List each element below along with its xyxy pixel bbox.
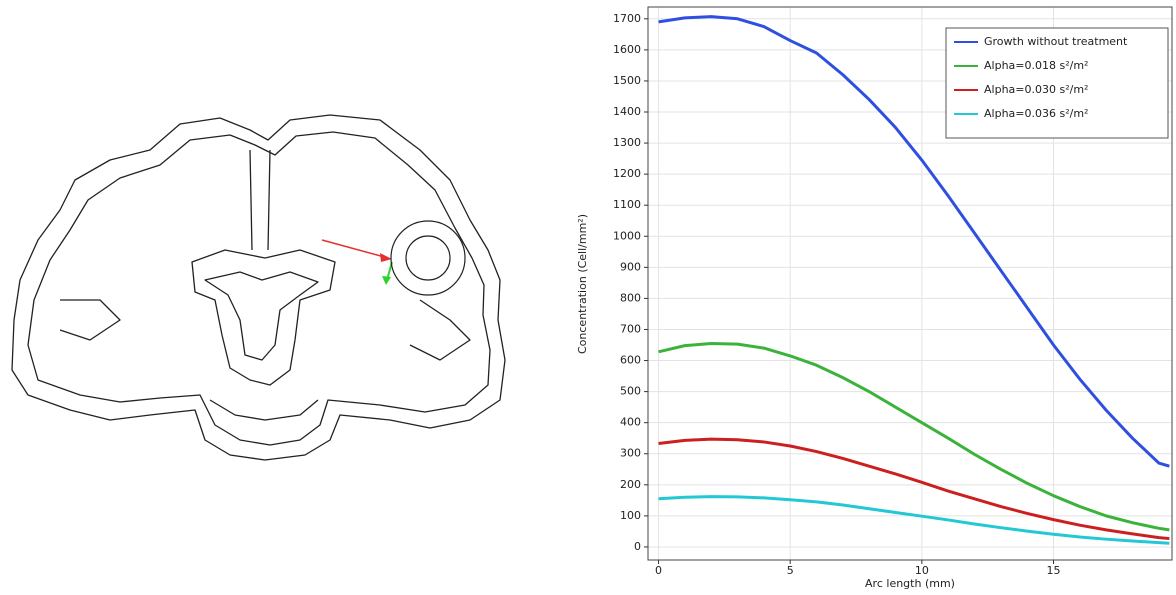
y-axis-label: Concentration (Cell/mm²) xyxy=(576,214,589,354)
y-tick-label: 1400 xyxy=(613,105,641,118)
y-tick-label: 500 xyxy=(620,385,641,398)
x-tick-label: 5 xyxy=(787,564,794,577)
legend-label: Alpha=0.018 s²/m² xyxy=(984,59,1088,72)
legend-label: Growth without treatment xyxy=(984,35,1128,48)
outer-circle xyxy=(390,220,466,296)
line-series xyxy=(658,341,1170,532)
y-tick-label: 1100 xyxy=(613,198,641,211)
plot-frame xyxy=(647,6,1173,561)
y-tick-label: 600 xyxy=(620,354,641,367)
x-axis-label: Arc length (mm) xyxy=(865,577,955,590)
y-tick-label: 900 xyxy=(620,260,641,273)
line-series xyxy=(658,437,1170,541)
x-tick-label: 0 xyxy=(655,564,662,577)
legend: Growth without treatment Alpha=0.018 s²/m… xyxy=(945,27,1169,139)
y-tick-label: 1200 xyxy=(613,167,641,180)
inner-circle xyxy=(405,235,451,281)
y-tick-label: 300 xyxy=(620,447,641,460)
y-tick-label: 1000 xyxy=(613,229,641,242)
line-series xyxy=(658,495,1170,545)
y-tick-label: 400 xyxy=(620,416,641,429)
legend-label: Alpha=0.030 s²/m² xyxy=(984,83,1088,96)
line-series xyxy=(658,15,1170,468)
x-tick-label: 10 xyxy=(915,564,929,577)
y-tick-label: 200 xyxy=(620,478,641,491)
y-tick-label: 0 xyxy=(634,540,641,553)
y-tick-label: 1500 xyxy=(613,74,641,87)
y-tick-label: 700 xyxy=(620,322,641,335)
legend-box xyxy=(945,27,1169,139)
red-arrowhead xyxy=(380,253,392,262)
x-tick-label: 15 xyxy=(1047,564,1061,577)
y-tick-label: 100 xyxy=(620,509,641,522)
red-arrow xyxy=(321,239,389,259)
y-tick-label: 1700 xyxy=(613,12,641,25)
y-tick-label: 1300 xyxy=(613,136,641,149)
green-arrowhead xyxy=(382,276,391,285)
brain-outline xyxy=(11,114,506,461)
y-tick-label: 800 xyxy=(620,291,641,304)
y-tick-label: 1600 xyxy=(613,43,641,56)
legend-label: Alpha=0.036 s²/m² xyxy=(984,107,1088,120)
